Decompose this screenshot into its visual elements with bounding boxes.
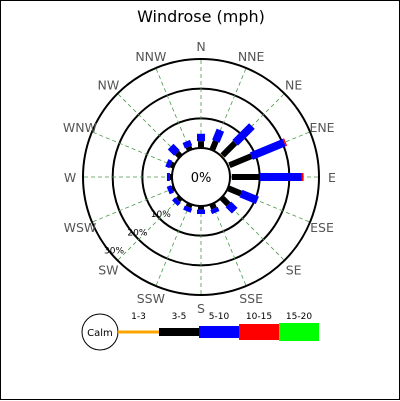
direction-label-nne: NNE [238,49,265,64]
bar-nnw-5-10 [186,141,188,146]
spoke-sse [212,204,246,286]
bar-nnw-3-5 [189,147,190,150]
bar-ene-3-5 [229,156,251,165]
direction-label-n: N [196,39,205,54]
chart-title: Windrose (mph) [137,7,265,26]
bar-nne-3-5 [212,141,215,149]
spoke-wnw [92,132,174,166]
legend-swatch-10-15 [239,324,279,340]
direction-label-s: S [197,301,205,316]
legend-swatch-1-3 [118,331,159,334]
direction-label-nw: NW [98,77,120,92]
direction-label-sse: SSE [239,291,263,306]
bar-ssw-5-10 [187,207,189,211]
legend-calm-label: Calm [87,328,113,339]
direction-label-ese: ESE [310,220,334,235]
direction-label-sw: SW [98,263,118,278]
direction-label-ene: ENE [309,120,334,135]
direction-label-nnw: NNW [135,49,166,64]
direction-label-ssw: SSW [137,291,165,306]
direction-label-e: E [328,170,336,185]
legend-label-5-10: 5-10 [209,312,230,322]
direction-label-w: W [64,170,76,185]
bar-ene-5-10 [251,143,284,157]
bar-ne-5-10 [235,126,252,143]
bar-se-5-10 [228,204,234,210]
bar-sse-3-5 [212,204,214,208]
legend-label-15-20: 15-20 [286,312,312,322]
spoke-nnw [156,68,190,150]
bar-nw-3-5 [177,153,180,156]
bar-ne-3-5 [223,143,236,156]
legend-label-10-15: 10-15 [246,312,272,322]
direction-label-wnw: WNW [63,120,97,135]
calm-center: 0% [172,148,230,206]
legend-swatch-5-10 [199,326,239,338]
legend-swatch-3-5 [159,328,199,336]
bar-wnw-5-10 [167,163,171,165]
bar-sw-3-5 [178,198,180,200]
bar-ese-5-10 [241,194,257,201]
ring-label-20-: 20% [127,228,147,238]
legend-label-1-3: 1-3 [131,312,146,322]
direction-label-wsw: WSW [64,220,97,235]
legend-label-3-5: 3-5 [172,312,187,322]
bar-wsw-5-10 [168,189,172,191]
bar-nne-5-10 [216,130,221,141]
bar-ene-10-15 [284,142,285,143]
bar-sw-5-10 [175,200,178,203]
bar-se-3-5 [222,198,228,204]
bar-ese-3-5 [229,188,241,193]
direction-label-ne: NE [285,77,302,92]
speed-legend: Calm 1-3 3-5 5-10 10-15 15-20 [82,312,319,350]
bar-sse-5-10 [214,208,216,212]
ring-label-30-: 30% [104,247,124,257]
bar-wnw-3-5 [171,165,174,166]
bar-ssw-3-5 [189,204,190,207]
ring-labels: 10% 20%30% [104,210,171,257]
ring-label-10-: 10% [151,210,171,220]
bar-nw-5-10 [171,147,177,153]
legend-swatch-15-20 [279,323,319,341]
direction-label-se: SE [286,263,302,278]
center-percent-label: 0% [191,171,212,186]
